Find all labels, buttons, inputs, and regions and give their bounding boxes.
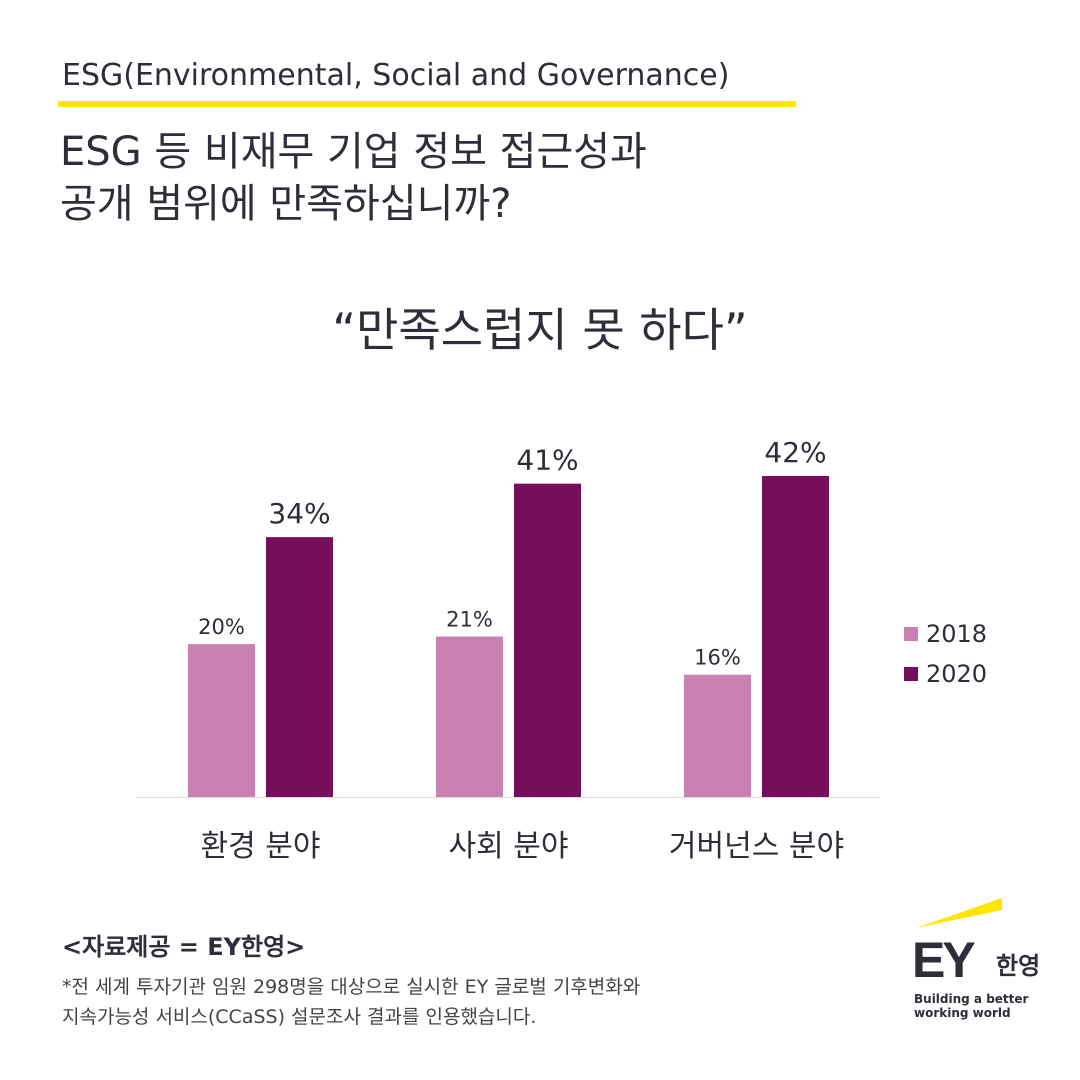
data-label: 42%	[764, 436, 826, 469]
data-label: 16%	[694, 646, 741, 670]
data-label: 21%	[446, 608, 493, 632]
title-line-1: ESG 등 비재무 기업 정보 접근성과	[60, 129, 647, 175]
page-title: ESG 등 비재무 기업 정보 접근성과 공개 범위에 만족하십니까?	[60, 126, 647, 230]
legend-swatch	[904, 667, 918, 681]
bar-2020-0	[266, 537, 333, 797]
title-line-2: 공개 범위에 만족하십니까?	[60, 181, 512, 227]
legend-label: 2020	[926, 660, 987, 688]
x-tick-label: 환경 분야	[201, 829, 321, 864]
logo-beam-icon	[916, 898, 1002, 928]
bar-2018-0	[188, 644, 255, 797]
ey-logo: EY 한영 Building a better working world	[912, 896, 1062, 1036]
data-label: 20%	[198, 615, 245, 639]
chart-title: “만족스럽지 못 하다”	[332, 303, 748, 357]
data-label: 34%	[268, 497, 330, 530]
kicker-underline	[58, 101, 796, 107]
footnote-line-1: *전 세계 투자기관 임원 298명을 대상으로 실시한 EY 글로벌 기후변화…	[62, 976, 641, 998]
kicker: ESG(Environmental, Social and Governance…	[62, 58, 730, 93]
bar-2018-2	[684, 674, 751, 797]
legend-swatch	[904, 627, 918, 641]
x-tick-label: 사회 분야	[449, 829, 569, 864]
footnote: *전 세계 투자기관 임원 298명을 대상으로 실시한 EY 글로벌 기후변화…	[62, 972, 640, 1032]
bar-2020-1	[514, 483, 581, 797]
footnote-line-2: 지속가능성 서비스(CCaSS) 설문조사 결과를 인용했습니다.	[62, 1006, 537, 1028]
logo-brand: EY	[912, 932, 976, 988]
logo-tagline: Building a better working world	[914, 992, 1029, 1020]
bar-2018-1	[436, 636, 503, 797]
x-tick-label: 거버넌스 분야	[669, 829, 844, 864]
bar-2020-2	[762, 476, 829, 797]
data-label: 41%	[516, 444, 578, 477]
logo-brand-kr: 한영	[996, 952, 1041, 980]
source: <자료제공 = EY한영>	[62, 933, 306, 961]
legend-label: 2018	[926, 620, 987, 648]
